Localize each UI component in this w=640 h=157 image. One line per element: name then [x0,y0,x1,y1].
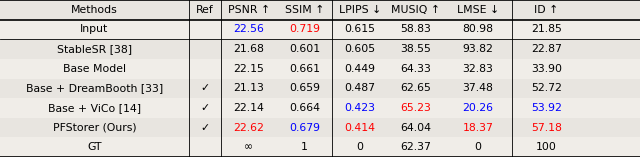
Text: 64.04: 64.04 [400,123,431,133]
Text: 0.605: 0.605 [344,44,376,54]
Text: ✓: ✓ [200,123,209,133]
Text: 21.85: 21.85 [531,24,562,34]
Text: 53.92: 53.92 [531,103,562,113]
Text: 62.37: 62.37 [400,142,431,152]
Text: 22.87: 22.87 [531,44,562,54]
Text: 1: 1 [301,142,308,152]
Text: PFStorer (Ours): PFStorer (Ours) [52,123,136,133]
Text: 93.82: 93.82 [462,44,493,54]
Text: 22.15: 22.15 [233,64,264,74]
Text: ✓: ✓ [200,83,209,93]
Text: PSNR ↑: PSNR ↑ [228,5,269,15]
Text: LMSE ↓: LMSE ↓ [457,5,499,15]
Text: Base Model: Base Model [63,64,126,74]
Text: 100: 100 [536,142,557,152]
Text: 57.18: 57.18 [531,123,562,133]
Text: 21.68: 21.68 [233,44,264,54]
Text: ID ↑: ID ↑ [534,5,558,15]
Text: 62.65: 62.65 [400,83,431,93]
Text: Base + ViCo [14]: Base + ViCo [14] [48,103,141,113]
Text: 22.14: 22.14 [233,103,264,113]
Text: 0.449: 0.449 [344,64,376,74]
Text: Methods: Methods [71,5,118,15]
Text: 22.62: 22.62 [233,123,264,133]
Text: GT: GT [87,142,102,152]
Text: SSIM ↑: SSIM ↑ [285,5,324,15]
Bar [0,0,640,20]
Text: Ref: Ref [196,5,214,15]
Text: 0.664: 0.664 [289,103,320,113]
Text: LPIPS ↓: LPIPS ↓ [339,5,381,15]
Text: 21.13: 21.13 [233,83,264,93]
Text: ✓: ✓ [200,103,209,113]
Bar [0,59,640,78]
Text: 0.414: 0.414 [344,123,376,133]
Bar [0,39,640,59]
Text: 64.33: 64.33 [400,64,431,74]
Text: Input: Input [80,24,109,34]
Text: 0.719: 0.719 [289,24,320,34]
Text: 32.83: 32.83 [462,64,493,74]
Text: 0.423: 0.423 [344,103,376,113]
Text: 80.98: 80.98 [462,24,493,34]
Bar [0,137,640,157]
Text: 22.56: 22.56 [233,24,264,34]
Text: 20.26: 20.26 [462,103,493,113]
Text: 0.659: 0.659 [289,83,320,93]
Bar [0,98,640,118]
Bar [0,20,640,39]
Text: ∞: ∞ [244,142,253,152]
Text: 18.37: 18.37 [462,123,493,133]
Text: 37.48: 37.48 [462,83,493,93]
Text: StableSR [38]: StableSR [38] [57,44,132,54]
Text: 0: 0 [356,142,364,152]
Text: 0.601: 0.601 [289,44,320,54]
Text: 38.55: 38.55 [400,44,431,54]
Text: MUSIQ ↑: MUSIQ ↑ [391,5,440,15]
Text: 0.615: 0.615 [344,24,376,34]
Text: 33.90: 33.90 [531,64,562,74]
Text: 52.72: 52.72 [531,83,562,93]
Bar [0,118,640,137]
Text: 65.23: 65.23 [400,103,431,113]
Text: 0.661: 0.661 [289,64,320,74]
Text: 0.487: 0.487 [344,83,376,93]
Text: 0: 0 [474,142,481,152]
Text: Base + DreamBooth [33]: Base + DreamBooth [33] [26,83,163,93]
Text: 58.83: 58.83 [400,24,431,34]
Text: 0.679: 0.679 [289,123,320,133]
Bar [0,78,640,98]
